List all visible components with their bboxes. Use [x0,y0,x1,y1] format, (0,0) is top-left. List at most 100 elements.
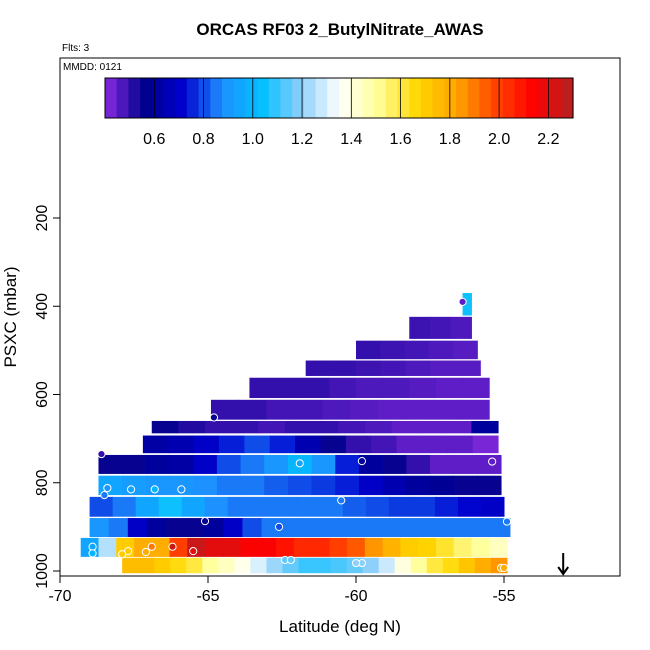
colorbar-tick-label: 2.2 [537,131,559,148]
colorbar-swatch [514,78,527,118]
heatmap-cell [391,420,419,434]
colorbar-swatch [350,78,363,118]
sample-point [126,485,136,494]
colorbar-swatch [339,78,352,118]
heatmap-cell [142,435,169,454]
heatmap-cell [276,537,295,557]
y-axis: 200 400 600 800 1000 [34,205,60,589]
heatmap-cell [335,475,360,496]
colorbar-swatch [128,78,141,118]
heatmap-cell [298,557,316,574]
heatmap-cell [489,537,508,557]
heatmap-cell [430,316,452,339]
colorbar-swatch [210,78,223,118]
colorbar-tick-label: 0.6 [143,131,165,148]
colorbar-swatch [502,78,516,118]
heatmap-cell [218,557,235,574]
heatmap-cell [357,518,377,538]
heatmap-cell [250,557,267,574]
colorbar-swatch [491,78,504,118]
heatmap-cell [380,340,406,360]
heatmap-cell [452,518,473,538]
sample-point [200,517,210,526]
heatmap-cell [453,454,478,474]
heatmap-cell [471,420,499,434]
heatmap-cell [266,557,283,574]
heatmap-cell [151,420,179,434]
heatmap-cell [244,435,271,454]
heatmap-cell [299,518,320,538]
heatmap-cell [314,557,332,574]
heatmap-cell [418,420,446,434]
colorbar-swatch [479,78,492,118]
colorbar-tick-label: 1.2 [291,131,313,148]
sample-point [150,485,159,494]
heatmap-cell [447,435,474,454]
sample-point [351,558,361,568]
heatmap-cell [311,454,336,474]
y-tick-label: 800 [34,469,51,496]
colorbar-tick-label: 1.4 [340,131,362,148]
colorbar-swatch [163,78,176,118]
colorbar-swatch [268,78,282,118]
heatmap-cell [98,537,117,557]
sample-point [502,517,512,526]
sample-point [118,550,127,559]
heatmap-cell [371,435,398,454]
colorbar-swatch [327,78,340,118]
colorbar-tick-label: 1.6 [389,131,411,148]
colorbar-swatch [257,78,270,118]
heatmap-cell [210,399,240,420]
heatmap-cell [409,316,431,339]
heatmap-cell [376,518,396,538]
heatmap-cell [89,518,110,538]
heatmap-cell [320,435,347,454]
heatmap-cell [193,454,218,474]
heatmap-cell [293,537,313,557]
heatmap-cell [240,454,265,474]
heatmap-cell [335,454,360,474]
heatmap-cell [434,496,459,517]
colorbar-tick-label: 1.0 [242,131,264,148]
heatmap-cell [450,316,472,339]
heatmap-cell [146,518,167,538]
heatmap-cell [264,475,289,496]
heatmap-cell [433,399,462,420]
colorbar-swatch [292,78,305,118]
heatmap-cell [457,496,482,517]
x-tick-label: -55 [492,588,515,605]
colorbar-swatch [385,78,399,118]
heatmap-cell [193,475,218,496]
heatmap-cell [444,420,472,434]
heatmap-cell [108,518,129,538]
heatmap-cell [264,454,289,474]
heatmap-cell [406,475,431,496]
heatmap-cell [350,399,379,420]
heatmap-cell [216,454,242,474]
sample-point [97,449,106,459]
heatmap-cell [223,518,243,538]
heatmap-cell [151,537,171,557]
heatmap-cell [261,518,282,538]
heatmap-cell [89,496,114,517]
y-tick-label: 600 [34,381,51,408]
sample-point [286,555,295,565]
plot-frame [59,57,621,577]
heatmap-cell [187,537,206,557]
heatmap-cell [414,518,434,538]
heatmap-cell [311,537,330,557]
heatmap-cell [122,557,139,574]
colorbar-swatch [315,78,328,118]
sample-point [295,459,304,468]
sample-point [100,491,109,500]
heatmap-cell [455,360,481,376]
colorbar-swatch [397,78,410,118]
heatmap-cell [382,475,407,496]
heatmap-cell [166,518,186,538]
heatmap-cell [250,496,275,517]
colorbar-swatch [526,78,539,118]
heatmap-cell [406,454,431,474]
colorbar-tick-label: 2.0 [488,131,510,148]
x-axis: -70 -65 -60 -55 [48,576,516,605]
heatmap-cell [433,518,454,538]
